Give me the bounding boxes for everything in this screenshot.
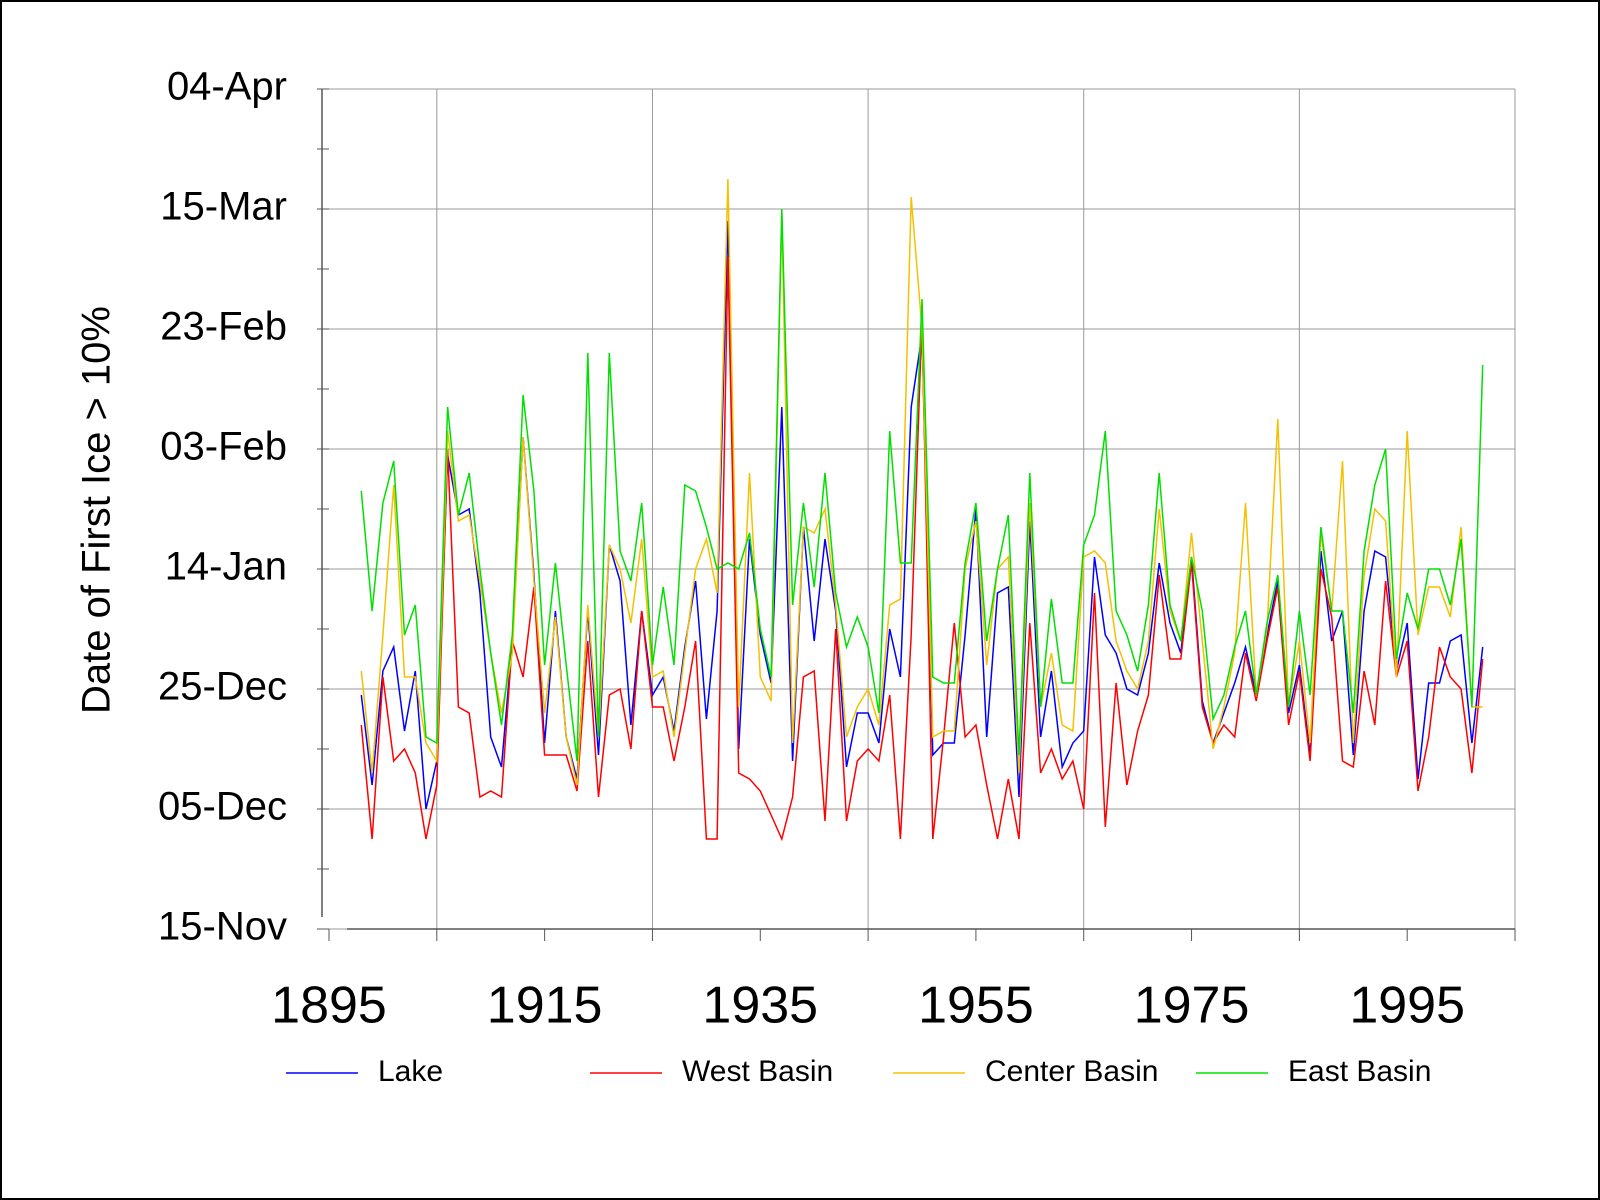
- x-tick-label: 1955: [918, 977, 1034, 1035]
- y-tick-label: 03-Feb: [160, 425, 287, 469]
- y-tick-label: 04-Apr: [167, 65, 287, 109]
- series-line: [360, 178, 1483, 786]
- legend-label: Center Basin: [985, 1055, 1158, 1088]
- x-tick-label: 1975: [1134, 977, 1250, 1035]
- x-tick-label: 1935: [702, 977, 818, 1035]
- legend-label: West Basin: [682, 1055, 833, 1088]
- series-line: [360, 208, 1484, 762]
- x-tick-label: 1895: [271, 977, 387, 1035]
- legend-label: Lake: [378, 1055, 443, 1088]
- y-axis-label: Date of First Ice > 10%: [75, 306, 119, 714]
- y-tick-label: 15-Nov: [158, 905, 287, 949]
- x-tick-label: 1915: [487, 977, 603, 1035]
- y-tick-label: 05-Dec: [158, 785, 287, 829]
- y-tick-label: 14-Jan: [165, 545, 287, 589]
- legend-label: East Basin: [1288, 1055, 1431, 1088]
- y-tick-label: 25-Dec: [158, 665, 287, 709]
- y-tick-label: 15-Mar: [160, 185, 287, 229]
- y-tick-label: 23-Feb: [160, 305, 287, 349]
- x-tick-label: 1995: [1349, 977, 1465, 1035]
